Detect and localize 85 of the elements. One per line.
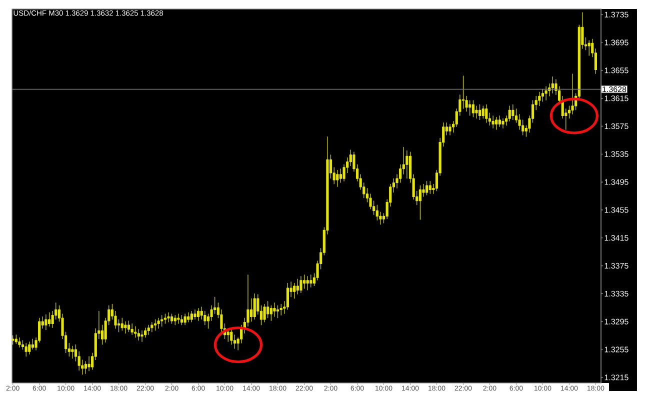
candlestick bbox=[478, 104, 482, 120]
candlestick bbox=[167, 312, 170, 323]
candlestick bbox=[498, 115, 501, 128]
candlestick bbox=[147, 324, 150, 336]
candlestick bbox=[197, 308, 200, 322]
y-tick-label: 1.3415 bbox=[604, 235, 628, 241]
y-tick-label: 1.3655 bbox=[604, 68, 628, 74]
candlestick bbox=[177, 314, 180, 324]
candlestick bbox=[306, 276, 309, 290]
candlestick bbox=[180, 315, 184, 326]
candlestick bbox=[336, 170, 339, 188]
candlestick bbox=[426, 181, 428, 196]
candlestick bbox=[190, 310, 193, 323]
candlestick bbox=[24, 342, 28, 357]
candlestick bbox=[280, 304, 282, 316]
candlestick bbox=[154, 319, 157, 331]
candlestick bbox=[492, 115, 494, 129]
candlestick bbox=[137, 328, 140, 341]
candlestick bbox=[266, 301, 270, 318]
y-tick-label: 1.3295 bbox=[604, 318, 628, 324]
candlestick bbox=[448, 124, 452, 136]
y-tick-label: 1.3255 bbox=[604, 346, 628, 352]
candlestick bbox=[263, 304, 266, 323]
ref-line-label: 1.3628 bbox=[602, 86, 626, 92]
candlestick bbox=[376, 204, 378, 221]
candlestick bbox=[512, 104, 514, 120]
y-tick-label: 1.3615 bbox=[604, 95, 628, 102]
candlestick bbox=[541, 88, 544, 102]
candlestick bbox=[472, 100, 474, 118]
candlestick bbox=[508, 106, 511, 122]
candlestick bbox=[18, 337, 21, 348]
candlestick bbox=[144, 328, 147, 338]
candlestick bbox=[502, 118, 504, 129]
candlestick bbox=[273, 302, 276, 318]
candlestick bbox=[339, 168, 342, 184]
candlestick bbox=[187, 312, 190, 323]
candlestick bbox=[150, 322, 154, 332]
candlestick bbox=[14, 334, 18, 344]
candlestick bbox=[194, 309, 196, 320]
candlestick bbox=[230, 328, 233, 345]
y-tick-label: 1.3575 bbox=[604, 123, 628, 130]
candlestick bbox=[286, 282, 290, 310]
candlestick bbox=[120, 318, 124, 331]
y-tick-label: 1.3495 bbox=[604, 179, 628, 185]
candlestick bbox=[44, 314, 48, 330]
candlestick bbox=[28, 342, 31, 355]
y-tick-label: 1.3215 bbox=[604, 374, 628, 380]
candlestick bbox=[293, 282, 296, 299]
candlestick bbox=[170, 314, 174, 324]
candlestick bbox=[418, 185, 422, 220]
candlestick bbox=[184, 314, 186, 326]
candlestick bbox=[588, 40, 590, 56]
candlestick bbox=[130, 323, 134, 336]
candlestick bbox=[124, 321, 127, 334]
candlestick bbox=[71, 346, 74, 359]
candlestick bbox=[482, 106, 484, 119]
candlestick bbox=[134, 326, 137, 338]
candlestick bbox=[48, 312, 51, 327]
candlestick bbox=[276, 305, 280, 318]
candlestick bbox=[164, 314, 166, 324]
y-tick-label: 1.3535 bbox=[604, 151, 628, 157]
candlestick bbox=[270, 305, 272, 322]
candlestick bbox=[140, 330, 144, 342]
candlestick bbox=[310, 274, 312, 288]
candlestick bbox=[296, 278, 299, 295]
candlestick bbox=[253, 293, 256, 320]
candlestick bbox=[88, 356, 90, 372]
candlestick bbox=[571, 74, 574, 115]
candlestick bbox=[160, 315, 164, 327]
y-tick-label: 1.3375 bbox=[604, 262, 628, 269]
y-tick-label: 1.3455 bbox=[604, 207, 628, 213]
candlestick bbox=[485, 104, 488, 124]
candlestick bbox=[127, 320, 130, 332]
candlestick bbox=[204, 310, 206, 326]
y-tick-label: 1.3695 bbox=[604, 40, 628, 46]
y-tick-label: 1.3735 bbox=[604, 12, 628, 18]
candlestick bbox=[302, 274, 306, 290]
candlestick bbox=[300, 276, 302, 294]
candlestick bbox=[544, 86, 548, 101]
candlestick bbox=[157, 318, 160, 329]
candlestick bbox=[12, 335, 14, 345]
candlestick bbox=[495, 116, 498, 130]
candlestick bbox=[406, 150, 408, 179]
candlestick bbox=[428, 181, 432, 194]
y-tick-label: 1.3335 bbox=[604, 290, 628, 297]
